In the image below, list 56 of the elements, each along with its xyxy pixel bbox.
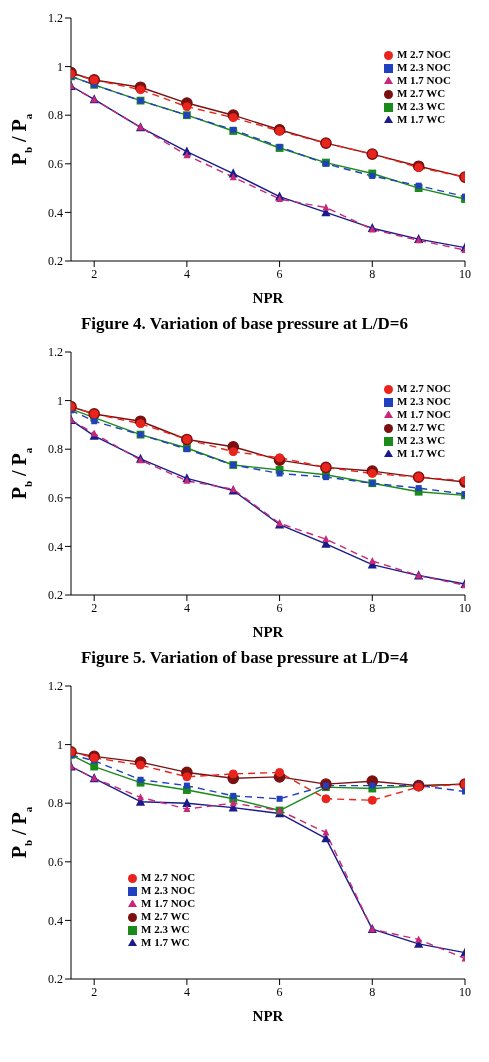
- x-tick-label: 4: [183, 600, 190, 615]
- x-tick-label: 8: [369, 266, 376, 281]
- legend-label: M 1.7 NOC: [396, 74, 451, 86]
- x-tick-label: 4: [183, 266, 190, 281]
- y-tick-label: 0.4: [48, 539, 63, 554]
- y-tick-label: 1: [57, 737, 63, 752]
- x-tick-label: 2: [91, 984, 98, 999]
- legend-label: M 2.3 NOC: [141, 884, 196, 896]
- x-tick-label: 2: [91, 266, 98, 281]
- caption: Figure 5. Variation of base pressure at L/D=4: [79, 647, 409, 669]
- y-tick-label: 0.2: [48, 254, 63, 269]
- legend-label: M 2.7 NOC: [396, 382, 451, 394]
- caption: Figure 4. Variation of base pressure at L/D=6: [79, 313, 409, 335]
- y-tick-label: 0.8: [48, 796, 63, 811]
- legend-label: M 1.7 NOC: [141, 897, 196, 909]
- y-tick-label: 1.2: [48, 679, 63, 694]
- y-tick-label: 0.2: [48, 972, 63, 987]
- y-tick-label: 1.2: [48, 345, 63, 360]
- legend-label: M 2.7 NOC: [141, 871, 196, 883]
- legend-label: M 2.7 WC: [396, 421, 446, 433]
- legend-label: M 2.3 WC: [141, 923, 190, 935]
- x-tick-label: 8: [369, 600, 376, 615]
- legend-label: M 2.7 WC: [396, 87, 446, 99]
- legend-label: M 2.3 WC: [396, 100, 446, 112]
- x-tick-label: 10: [459, 984, 471, 999]
- legend-label: M 2.3 NOC: [396, 395, 451, 407]
- legend-label: M 1.7 WC: [396, 447, 446, 459]
- legend-label: M 2.7 NOC: [396, 48, 451, 60]
- x-tick-label: 4: [183, 984, 190, 999]
- y-tick-label: 0.8: [48, 442, 63, 457]
- x-axis-title: NPR: [252, 624, 284, 640]
- y-tick-label: 0.6: [48, 491, 63, 506]
- y-tick-label: 0.6: [48, 157, 63, 172]
- y-tick-label: 0.4: [48, 913, 63, 928]
- legend-label: M 2.3 WC: [396, 434, 446, 446]
- x-tick-label: 8: [369, 984, 376, 999]
- legend-label: M 1.7 NOC: [396, 408, 451, 420]
- legend-label: M 2.7 WC: [141, 910, 190, 922]
- x-tick-label: 10: [459, 266, 471, 281]
- y-tick-label: 1: [57, 59, 63, 74]
- y-tick-label: 0.6: [48, 855, 63, 870]
- x-tick-label: 10: [459, 600, 471, 615]
- x-tick-label: 6: [276, 266, 283, 281]
- y-tick-label: 0.4: [48, 205, 63, 220]
- x-tick-label: 6: [276, 600, 283, 615]
- y-tick-label: 0.2: [48, 588, 63, 603]
- x-tick-label: 6: [276, 984, 283, 999]
- y-tick-label: 1.2: [48, 11, 63, 26]
- y-tick-label: 1: [57, 393, 63, 408]
- x-axis-title: NPR: [252, 1008, 284, 1024]
- x-axis-title: NPR: [252, 290, 284, 306]
- legend-label: M 1.7 WC: [141, 936, 190, 948]
- y-tick-label: 0.8: [48, 108, 63, 123]
- legend-label: M 2.3 NOC: [396, 61, 451, 73]
- legend-label: M 1.7 WC: [396, 113, 446, 125]
- x-tick-label: 2: [91, 600, 98, 615]
